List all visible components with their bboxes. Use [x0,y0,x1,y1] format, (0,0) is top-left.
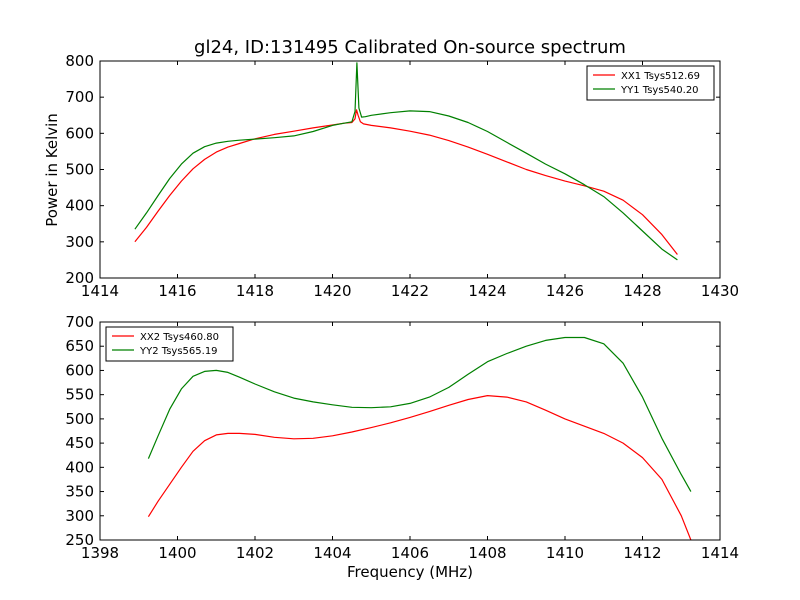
chart-2-ytick-label: 450 [65,434,94,452]
chart-1-legend-label: YY1 Tsys540.20 [620,85,699,96]
chart-1-series-red-line [134,109,678,255]
chart-2-xtick-label: 1408 [468,544,506,562]
chart-2-ytick-label: 300 [65,507,94,525]
chart-1-ytick-label: 600 [65,124,94,142]
chart-1-xtick-label: 1428 [623,282,661,300]
chart-1: 1414 1416 1418 1420 1422 1424 1426 1428 1430 200 3… [65,52,739,300]
chart-2-xtick-label: 1400 [158,544,196,562]
chart-1-ytick-label: 400 [65,197,94,215]
chart-2-ytick-label: 400 [65,458,94,476]
chart-2-ytick-label: 700 [65,313,94,331]
chart-1-xtick-label: 1426 [546,282,584,300]
chart-1-ytick-label: 800 [65,52,94,70]
chart-2-series-red-line [147,395,692,541]
chart-1-ylabel: Power in Kelvin [43,113,61,227]
chart-1-ytick-label: 200 [65,269,94,287]
chart-1-ytick-label: 700 [65,88,94,106]
chart-2-ytick-label: 500 [65,410,94,428]
chart-1-legend-box [586,65,715,101]
chart-2-ytick-label: 550 [65,386,94,404]
chart-1-xtick-label: 1418 [236,282,274,300]
chart-2-ytick-label: 650 [65,337,94,355]
chart-2-xlabel: Frequency (MHz) [347,563,473,581]
chart-1-xtick-label: 1424 [468,282,506,300]
chart-1-xtick-label: 1422 [391,282,429,300]
chart-1-series-green-line [134,62,678,261]
chart-2-legend-box [105,326,234,362]
chart-2-legend: XX2 Tsys460.80 YY2 Tsys565.19 [105,326,234,362]
chart-1-xtick-label: 1420 [313,282,351,300]
chart-2-xtick-label: 1406 [391,544,429,562]
chart-2-xtick-label: 1402 [236,544,274,562]
chart-1-title: gl24, ID:131495 Calibrated On-source spe… [194,37,626,58]
chart-2-xtick-label: 1404 [313,544,351,562]
chart-2-legend-label: XX2 Tsys460.80 [140,332,219,343]
chart-1-ytick-label: 500 [65,161,94,179]
chart-2-series-green-line [147,336,692,492]
chart-2: 1398 1400 1402 1404 1406 1408 1410 1412 1414 250 3… [65,313,739,562]
chart-1-xtick-label: 1414 [81,282,119,300]
chart-2-xtick-label: 1414 [701,544,739,562]
chart-1-xtick-label: 1430 [701,282,739,300]
chart-1-legend-label: XX1 Tsys512.69 [621,71,700,82]
chart-2-ytick-label: 600 [65,361,94,379]
chart-1-xtick-label: 1416 [158,282,196,300]
chart-2-ytick-label: 350 [65,483,94,501]
chart-2-ytick-label: 250 [65,531,94,549]
chart-2-xtick-label: 1410 [546,544,584,562]
chart-1-legend: XX1 Tsys512.69 YY1 Tsys540.20 [586,65,715,101]
chart-2-xtick-label: 1398 [81,544,119,562]
chart-1-ytick-label: 300 [65,233,94,251]
chart-2-legend-label: YY2 Tsys565.19 [139,346,218,357]
chart-2-xtick-label: 1412 [623,544,661,562]
